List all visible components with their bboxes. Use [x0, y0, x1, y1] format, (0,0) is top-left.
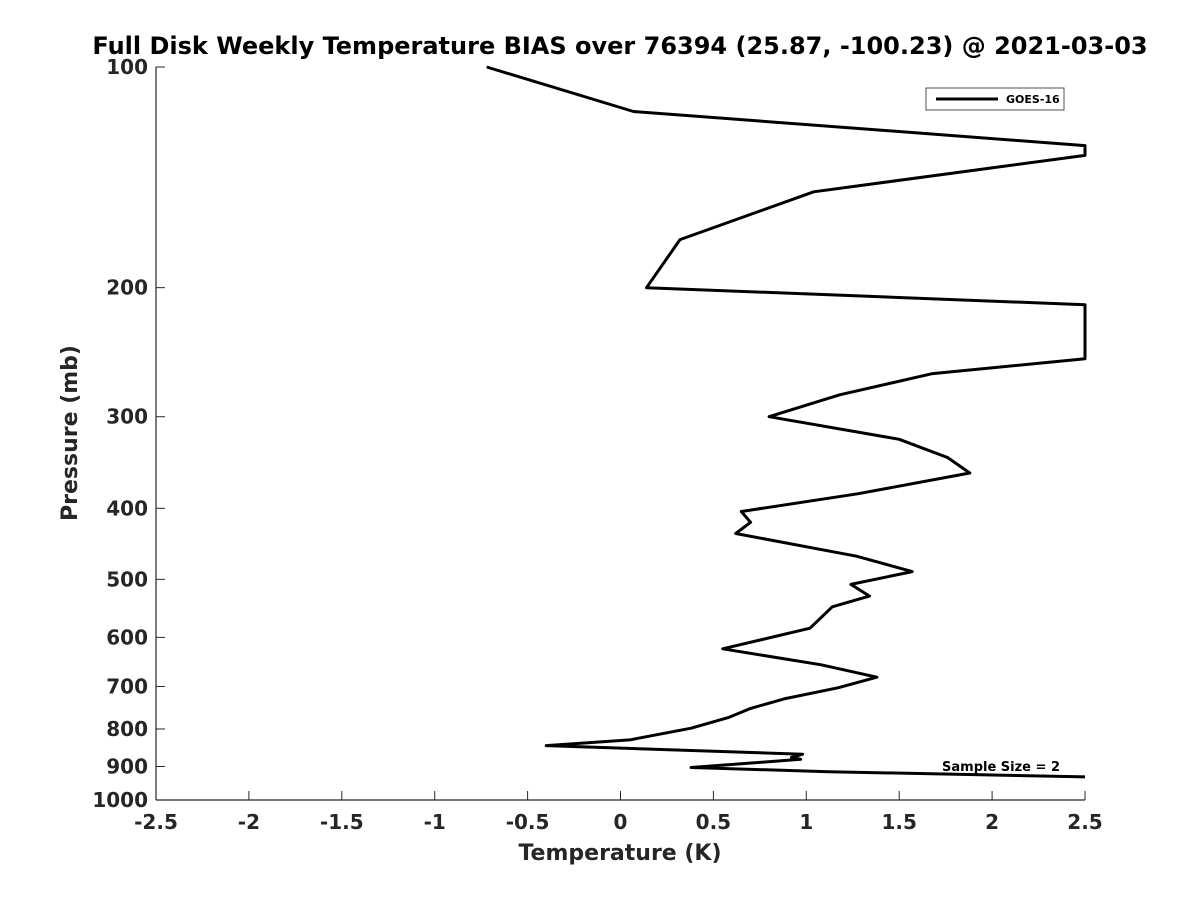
plot-area [156, 67, 1085, 800]
y-tick-label: 700 [106, 674, 148, 698]
x-tick-label: -0.5 [506, 810, 550, 834]
y-tick-label: 400 [106, 496, 148, 520]
series-layer [486, 65, 1087, 779]
y-axis-label: Pressure (mb) [58, 345, 83, 521]
chart-title: Full Disk Weekly Temperature BIAS over 7… [92, 32, 1147, 60]
x-tick-label: 1.5 [881, 810, 916, 834]
y-tick-label: 100 [106, 55, 148, 79]
x-tick-label: 1 [799, 810, 813, 834]
x-tick-label: -2 [238, 810, 260, 834]
x-tick-label: 0.5 [696, 810, 731, 834]
x-tick-label: -2.5 [134, 810, 178, 834]
y-ticks: 100 200 300 400 500 600 700 800 900 1000 [92, 55, 165, 812]
x-tick-label: 2.5 [1067, 810, 1102, 834]
y-tick-label: 1000 [92, 788, 148, 812]
y-tick-label: 500 [106, 567, 148, 591]
legend: GOES-16 [925, 87, 1065, 111]
y-tick-label: 800 [106, 717, 148, 741]
x-tick-label: -1 [424, 810, 446, 834]
x-tick-label: -1.5 [320, 810, 364, 834]
x-ticks: -2.5 -2 -1.5 -1 -0.5 0 0.5 1 1.5 2 2.5 [134, 791, 1103, 834]
legend-label-goes16: GOES-16 [1006, 93, 1060, 106]
x-axis-label: Temperature (K) [518, 841, 721, 866]
x-tick-label: 0 [614, 810, 628, 834]
series-line-goes16 [486, 65, 1087, 779]
y-tick-label: 300 [106, 405, 148, 429]
sample-size-annotation: Sample Size = 2 [942, 760, 1060, 775]
y-tick-label: 200 [106, 276, 148, 300]
x-tick-label: 2 [985, 810, 999, 834]
y-tick-label: 900 [106, 754, 148, 778]
y-tick-label: 600 [106, 625, 148, 649]
